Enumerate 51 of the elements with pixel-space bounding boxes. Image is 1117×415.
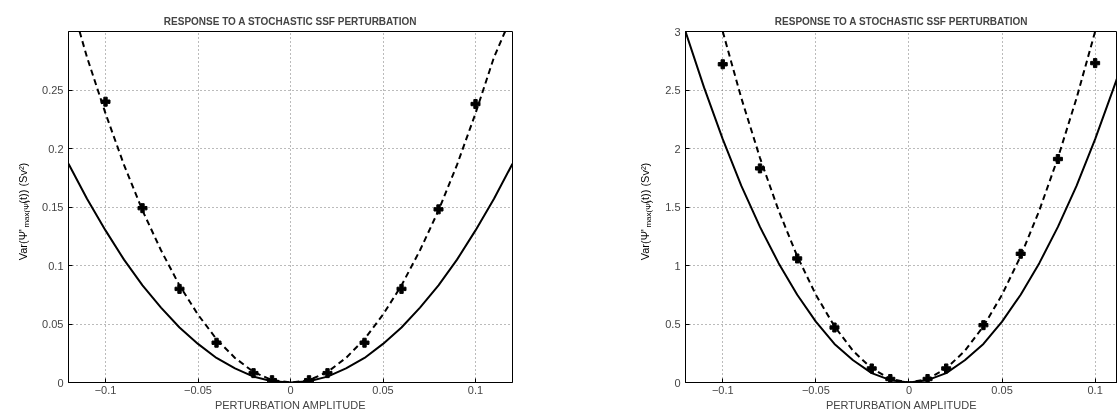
x-axis-title: PERTURBATION AMPLITUDE — [214, 398, 366, 411]
point — [470, 99, 481, 110]
point — [1090, 58, 1101, 69]
y-tick-label: 0.05 — [42, 318, 64, 330]
y-tick-label: 2.5 — [665, 84, 681, 96]
point — [754, 163, 765, 174]
y-tick-label: 2 — [674, 142, 681, 155]
y-tick-label: 0.5 — [665, 318, 681, 330]
x-tick-label: −0.1 — [711, 383, 734, 396]
point — [922, 373, 933, 383]
point — [174, 283, 185, 294]
x-axis-title: PERTURBATION AMPLITUDE — [825, 398, 977, 411]
chart-title: RESPONSE TO A STOCHASTIC SSF PERTURBATION — [163, 15, 417, 27]
y-axis-title: Var(Ψ'max(Ψ)(t)) (Sv²) — [16, 162, 31, 261]
chart-title: RESPONSE TO A STOCHASTIC SSF PERTURBATION — [774, 15, 1028, 27]
x-tick-label: −0.05 — [801, 383, 830, 396]
point — [100, 96, 111, 107]
x-tick-label: 0.1 — [467, 383, 484, 396]
point — [396, 283, 407, 294]
point — [433, 204, 444, 215]
x-tick-label: 0.1 — [1087, 383, 1103, 396]
point — [717, 59, 728, 70]
point — [137, 203, 148, 214]
point — [359, 337, 370, 348]
y-tick-label: 0.25 — [42, 84, 64, 96]
y-tick-label: 0.15 — [42, 201, 64, 213]
point — [866, 363, 877, 374]
y-tick-label: 0.2 — [48, 142, 64, 155]
point — [941, 363, 952, 374]
point — [792, 253, 803, 264]
x-tick-label: −0.1 — [94, 383, 117, 396]
point — [304, 375, 314, 383]
point — [267, 375, 277, 383]
point — [1052, 154, 1063, 165]
point — [978, 320, 989, 331]
x-tick-label: 0 — [905, 383, 913, 396]
y-tick-label: 1.5 — [665, 201, 681, 213]
point — [829, 322, 840, 333]
point — [248, 368, 259, 379]
x-tick-label: 0.05 — [372, 383, 394, 396]
point — [1015, 248, 1026, 259]
point — [322, 368, 333, 379]
x-tick-label: −0.05 — [184, 383, 212, 396]
point — [211, 337, 222, 348]
y-tick-label: 0.1 — [48, 259, 64, 272]
point — [885, 373, 896, 383]
y-tick-label: 1 — [674, 259, 681, 272]
x-tick-label: 0.05 — [991, 383, 1013, 396]
y-tick-label: 3 — [674, 25, 681, 38]
x-tick-label: 0 — [287, 383, 294, 396]
y-axis-title: Var(Ψ'max(Ψ)(t)) (Sv²) — [638, 162, 653, 261]
